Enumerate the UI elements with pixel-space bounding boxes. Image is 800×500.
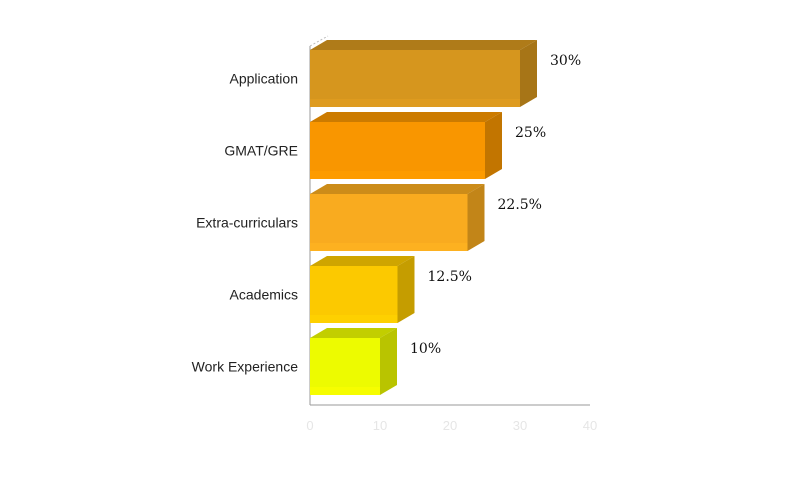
x-tick-label: 20 <box>443 418 457 433</box>
bar-side-face <box>485 112 502 179</box>
x-tick-label: 0 <box>306 418 313 433</box>
bar-top-face <box>310 112 502 122</box>
bar-top-face <box>310 328 397 338</box>
bar-highlight <box>310 315 398 323</box>
category-labels: Application GMAT/GRE Extra-curriculars Acad… <box>192 71 299 375</box>
bar-highlight <box>310 243 468 251</box>
x-tick-labels: 0 10 20 30 40 <box>306 418 597 433</box>
x-tick-label: 30 <box>513 418 527 433</box>
bar <box>310 112 502 179</box>
category-label: GMAT/GRE <box>224 143 298 159</box>
bar-top-face <box>310 184 485 194</box>
value-label: 30% <box>550 53 581 69</box>
category-label: Extra-curriculars <box>196 215 298 231</box>
bar-side-face <box>467 184 485 251</box>
bar-top-face <box>310 40 537 50</box>
bar-highlight <box>310 171 485 179</box>
bar-front-face <box>310 194 468 251</box>
category-label: Academics <box>230 287 298 303</box>
bar-side-face <box>397 256 415 323</box>
x-tick-label: 40 <box>583 418 597 433</box>
x-tick-label: 10 <box>373 418 387 433</box>
bar-front-face <box>310 122 485 179</box>
bars-group <box>310 40 537 395</box>
bar-side-face <box>520 40 537 107</box>
bar <box>310 256 415 323</box>
bar <box>310 184 485 251</box>
bar-front-face <box>310 266 398 323</box>
bar-front-face <box>310 338 380 395</box>
value-label: 22.5% <box>498 197 542 213</box>
bar-front-face <box>310 50 520 107</box>
bar-highlight <box>310 387 380 395</box>
bar-highlight <box>310 99 520 107</box>
value-label: 10% <box>410 341 441 357</box>
category-label: Work Experience <box>192 359 299 375</box>
axis-depth-line <box>309 35 329 47</box>
bar <box>310 40 537 107</box>
value-labels: 30% 25% 22.5% 12.5% 10% <box>410 53 581 357</box>
bar <box>310 328 397 395</box>
value-label: 25% <box>515 125 546 141</box>
category-label: Application <box>230 71 299 87</box>
bar-top-face <box>310 256 415 266</box>
bar-side-face <box>380 328 397 395</box>
value-label: 12.5% <box>428 269 472 285</box>
